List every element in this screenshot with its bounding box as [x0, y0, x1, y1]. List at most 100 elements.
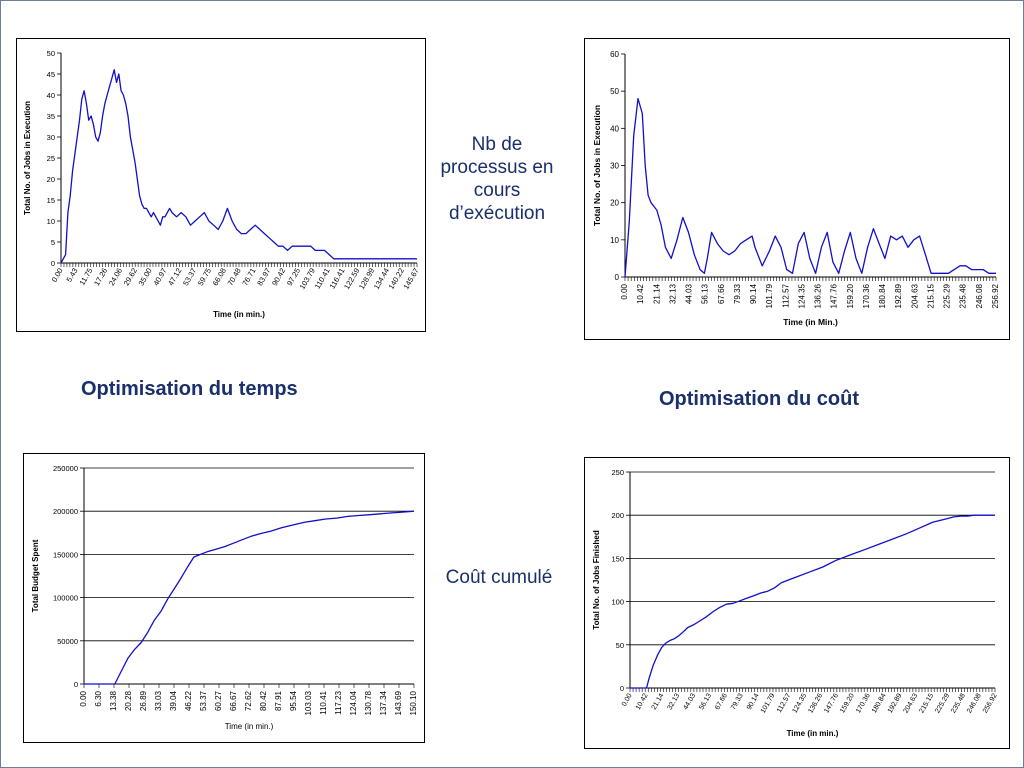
note-jobs-in-execution: Nb de processus en cours d’exécution: [440, 134, 554, 224]
chart-0-ytick-label-5: 25: [47, 154, 55, 163]
chart-0-ylabel: Total No. of Jobs in Execution: [23, 101, 32, 215]
chart-0-ytick-label-9: 45: [47, 70, 55, 79]
chart-1-ytick-label-1: 10: [610, 236, 619, 245]
chart-1-series-line: [624, 97, 996, 278]
chart-1-ytick-label-3: 30: [610, 162, 619, 171]
chart-0-ytick-label-3: 15: [47, 196, 55, 205]
chart-2-xtick-label-2: 13.38: [109, 690, 118, 711]
chart-3-xtick-label-17: 192.89: [887, 692, 904, 714]
chart-3-ytick-label-0: 0: [620, 684, 624, 693]
chart-3-xtick-label-2: 21.14: [651, 692, 666, 711]
chart-2-xtick-label-22: 150.10: [409, 690, 418, 715]
chart-3-xtick-label-12: 136.26: [807, 692, 824, 714]
chart-0-xtick-label-4: 24.06: [107, 267, 124, 288]
chart-0-series-line: [60, 69, 417, 264]
chart-3-xtick-label-8: 90.14: [746, 692, 761, 711]
chart-0-ytick-label-4: 20: [47, 175, 55, 184]
chart-2-xtick-label-12: 80.42: [259, 690, 268, 711]
chart-1-ytick-label-6: 60: [610, 50, 619, 59]
chart-3-xtick-label-23: 256.92: [982, 692, 999, 714]
chart-2-xtick-label-5: 33.03: [154, 690, 163, 711]
chart-0-xtick-label-14: 83.97: [255, 267, 272, 288]
chart-3-ytick-label-1: 50: [616, 641, 624, 650]
chart-1-xtick-label-18: 204.63: [910, 283, 919, 308]
chart-0-ytick-label-6: 30: [47, 133, 55, 142]
chart-1-ytick-label-0: 0: [615, 273, 620, 282]
chart-1-xtick-label-19: 215.15: [926, 283, 935, 308]
chart-2-xtick-label-15: 103.03: [304, 690, 313, 715]
chart-0-xtick-label-6: 35.00: [137, 267, 154, 288]
chart-1-xtick-label-22: 246.08: [975, 283, 984, 308]
chart-3-xtick-label-18: 204.63: [903, 692, 920, 714]
chart-3-xtick-label-4: 44.03: [682, 692, 697, 711]
chart-2-xtick-label-9: 60.27: [214, 690, 223, 711]
chart-0-xtick-label-11: 66.08: [211, 267, 228, 288]
chart-2-ytick-label-5: 250000: [53, 464, 78, 473]
chart-1-xtick-label-8: 90.14: [749, 283, 758, 304]
chart-3-ylabel: Total No. of Jobs Finished: [592, 530, 601, 630]
chart-2-series-line: [84, 510, 415, 685]
chart-1-xtick-label-14: 159.20: [846, 283, 855, 308]
chart-1-xtick-label-1: 10.42: [636, 283, 645, 304]
chart-2-xtick-label-20: 137.34: [379, 690, 388, 715]
panel-time-budget: 0 50000 100000 150000 200000 250000 0.00 6.30 13…: [23, 453, 425, 743]
chart-2-xtick-label-11: 72.62: [244, 690, 253, 711]
chart-3-xtick-label-15: 170.36: [855, 692, 872, 714]
chart-3-series-line: [630, 514, 995, 689]
chart-1-xtick-label-23: 256.92: [991, 283, 1000, 308]
chart-1-xtick-label-10: 112.57: [781, 283, 790, 307]
chart-cost-finished: 0 50 100 150 200 250 0.00 10.42 21.14 32.13 44.03 5…: [592, 468, 999, 738]
chart-3-xtick-label-19: 215.15: [918, 692, 935, 714]
chart-1-xtick-label-20: 225.29: [943, 283, 952, 308]
chart-1-xtick-label-4: 44.03: [685, 283, 694, 304]
chart-2-xtick-label-19: 130.78: [364, 690, 373, 715]
chart-0-xtick-label-8: 47.12: [166, 267, 183, 288]
chart-3-xtick-label-0: 0.00: [621, 692, 634, 707]
chart-1-ytick-label-2: 20: [610, 199, 619, 208]
chart-3-ytick-label-3: 150: [611, 554, 624, 563]
chart-2-ytick-label-3: 150000: [53, 550, 78, 559]
chart-1-xtick-label-16: 180.84: [878, 283, 887, 308]
chart-0-xtick-label-3: 17.26: [92, 267, 109, 288]
chart-0-ytick-label-1: 5: [51, 238, 55, 247]
chart-0-ytick-label-7: 35: [47, 112, 55, 121]
chart-3-xtick-label-20: 225.29: [934, 692, 951, 714]
chart-2-ytick-label-4: 200000: [53, 507, 78, 516]
chart-0-xtick-label-10: 59.75: [196, 267, 213, 288]
chart-1-xtick-label-21: 235.48: [959, 283, 968, 308]
chart-3-xtick-label-7: 79.33: [730, 692, 745, 711]
chart-2-ytick-label-1: 50000: [57, 637, 78, 646]
chart-3-ytick-label-4: 200: [611, 511, 624, 520]
chart-2-xtick-label-10: 66.67: [229, 690, 238, 711]
chart-0-xtick-label-0: 0.00: [50, 267, 65, 284]
chart-1-xtick-label-2: 21.14: [652, 283, 661, 304]
chart-2-xtick-label-14: 95.54: [289, 690, 298, 711]
chart-2-xtick-label-7: 46.22: [184, 690, 193, 711]
chart-2-xtick-label-18: 124.04: [349, 690, 358, 715]
chart-2-ylabel: Total Budget Spent: [31, 539, 40, 612]
caption-cost-optimisation: Optimisation du coût: [659, 388, 859, 410]
chart-3-xtick-label-9: 101.79: [760, 692, 777, 714]
chart-3-xtick-label-22: 246.08: [966, 692, 983, 714]
chart-3-xtick-label-6: 67.66: [714, 692, 729, 711]
chart-3-ytick-label-5: 250: [611, 468, 624, 477]
chart-2-xtick-label-21: 143.69: [394, 690, 403, 715]
chart-3-xtick-label-14: 159.20: [839, 692, 856, 714]
chart-2-xtick-label-0: 0.00: [79, 690, 88, 706]
chart-1-ytick-label-4: 40: [610, 124, 619, 133]
chart-3-xtick-label-16: 180.84: [871, 692, 888, 714]
chart-0-xtick-label-15: 90.42: [270, 267, 287, 288]
chart-0-xtick-label-12: 70.48: [226, 267, 243, 288]
panel-time-jobs: 0 5 10 15 20 25 30 35 40 45 50 0.00 5.43 11.75 17.26 24…: [16, 38, 426, 332]
chart-1-ylabel: Total No. of Jobs in Execution: [592, 105, 602, 226]
chart-3-xlabel: Time (in min.): [787, 729, 839, 738]
chart-3-ytick-label-2: 100: [611, 598, 624, 607]
caption-time-optimisation: Optimisation du temps: [81, 378, 298, 400]
chart-3-xtick-label-3: 32.13: [667, 692, 682, 711]
chart-3-xtick-label-11: 124.35: [792, 692, 809, 714]
chart-3-xtick-label-1: 10.42: [635, 692, 650, 711]
chart-0-xtick-label-9: 53.37: [181, 267, 198, 288]
chart-2-xlabel: Time (in min.): [225, 722, 274, 731]
